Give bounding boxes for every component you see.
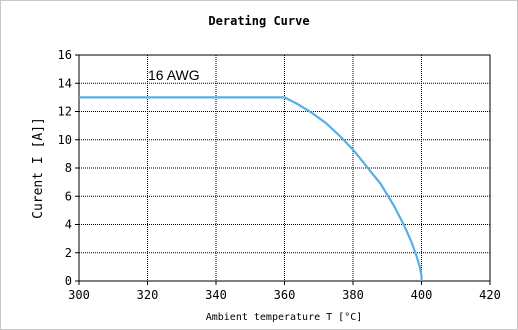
chart-title: Derating Curve (208, 14, 309, 28)
y-axis-label: Curent I [A]] (31, 117, 46, 219)
series-label: 16 AWG (148, 67, 200, 83)
series-line-16-awg (79, 96, 423, 281)
x-tick-label: 380 (342, 288, 364, 302)
x-tick-label: 360 (274, 288, 296, 302)
x-tick-label: 340 (205, 288, 227, 302)
y-tick-label: 16 (58, 48, 72, 62)
y-tick-label: 8 (65, 161, 72, 175)
y-tick-label: 10 (58, 133, 72, 147)
x-tick-label: 300 (68, 288, 90, 302)
y-tick-label: 0 (65, 274, 72, 288)
x-tick-label: 320 (137, 288, 159, 302)
x-tick-label: 400 (411, 288, 433, 302)
axis-ticks (75, 54, 491, 285)
y-tick-label: 2 (65, 246, 72, 260)
series-lines (79, 96, 423, 281)
tick-labels: 300 320 340 360 380 400 420 0 2 4 6 8 10 12 14 16 (58, 48, 501, 302)
y-tick-label: 6 (65, 189, 72, 203)
grid-lines (79, 55, 490, 281)
y-tick-label: 14 (58, 76, 72, 90)
x-tick-label: 420 (479, 288, 501, 302)
y-tick-label: 12 (58, 105, 72, 119)
x-axis-label: Ambient temperature T [°C] (206, 312, 363, 323)
y-tick-label: 4 (65, 218, 72, 232)
